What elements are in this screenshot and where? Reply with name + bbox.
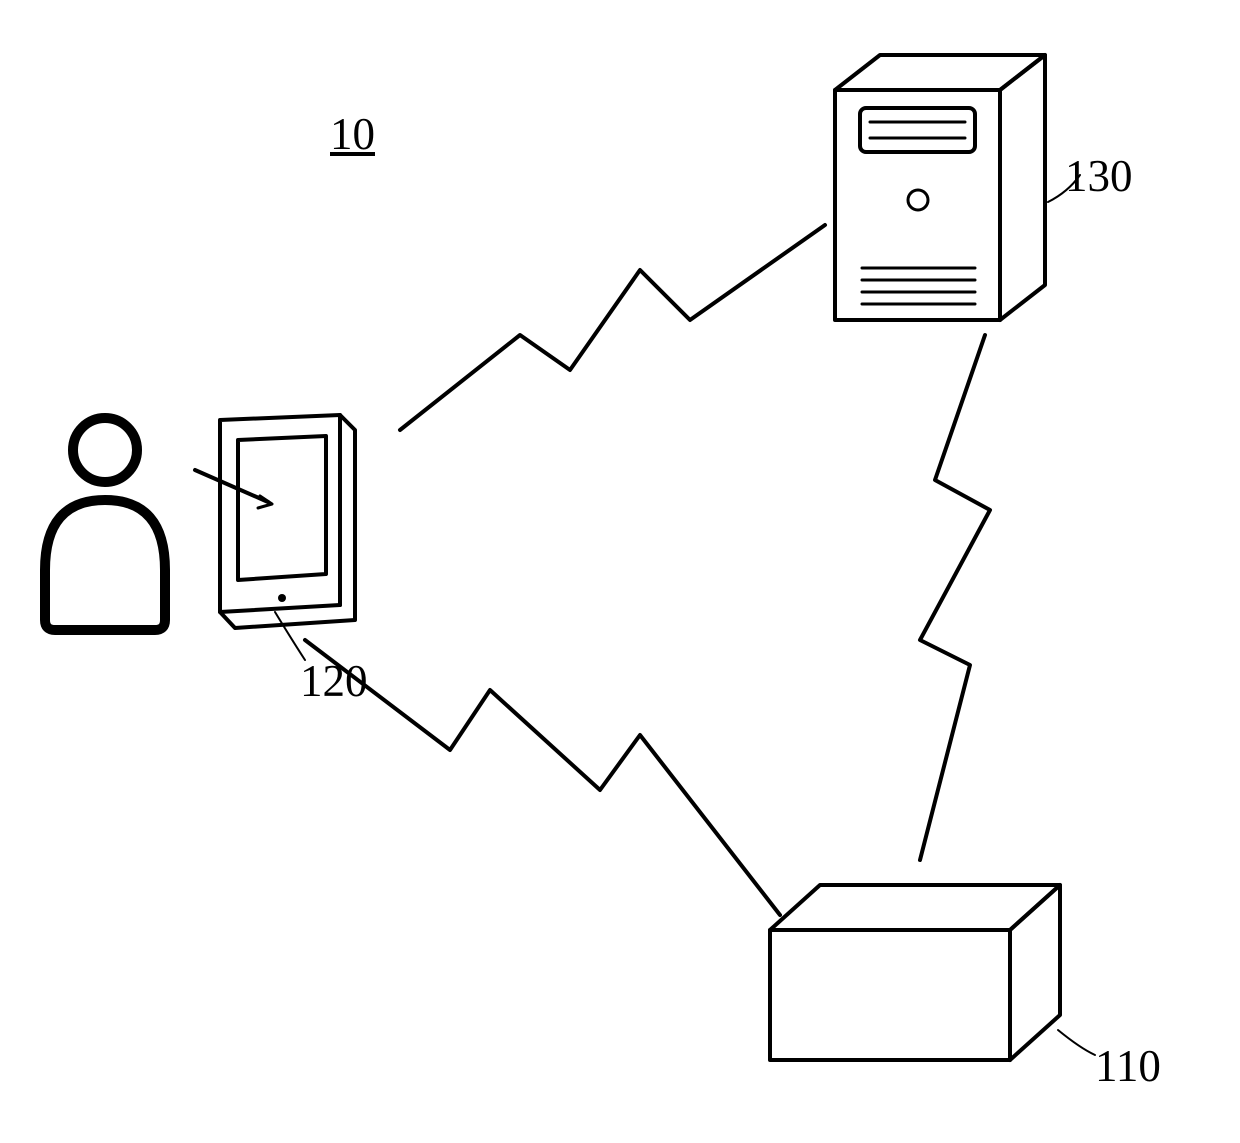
bolt-tablet-server xyxy=(400,225,825,430)
server-label: 130 xyxy=(1065,150,1133,202)
server-icon xyxy=(835,55,1045,320)
tablet-label: 120 xyxy=(300,655,368,707)
user-icon xyxy=(45,418,165,630)
leader-box xyxy=(1058,1030,1095,1055)
box-icon xyxy=(770,885,1060,1060)
bolt-tablet-box xyxy=(305,640,780,915)
leader-tablet xyxy=(275,612,305,660)
diagram-svg xyxy=(0,0,1240,1143)
system-label: 10 xyxy=(330,108,375,160)
bolt-server-box xyxy=(920,335,990,860)
tablet-icon xyxy=(195,415,355,628)
box-label: 110 xyxy=(1095,1040,1161,1092)
diagram-canvas: 10 xyxy=(0,0,1240,1143)
